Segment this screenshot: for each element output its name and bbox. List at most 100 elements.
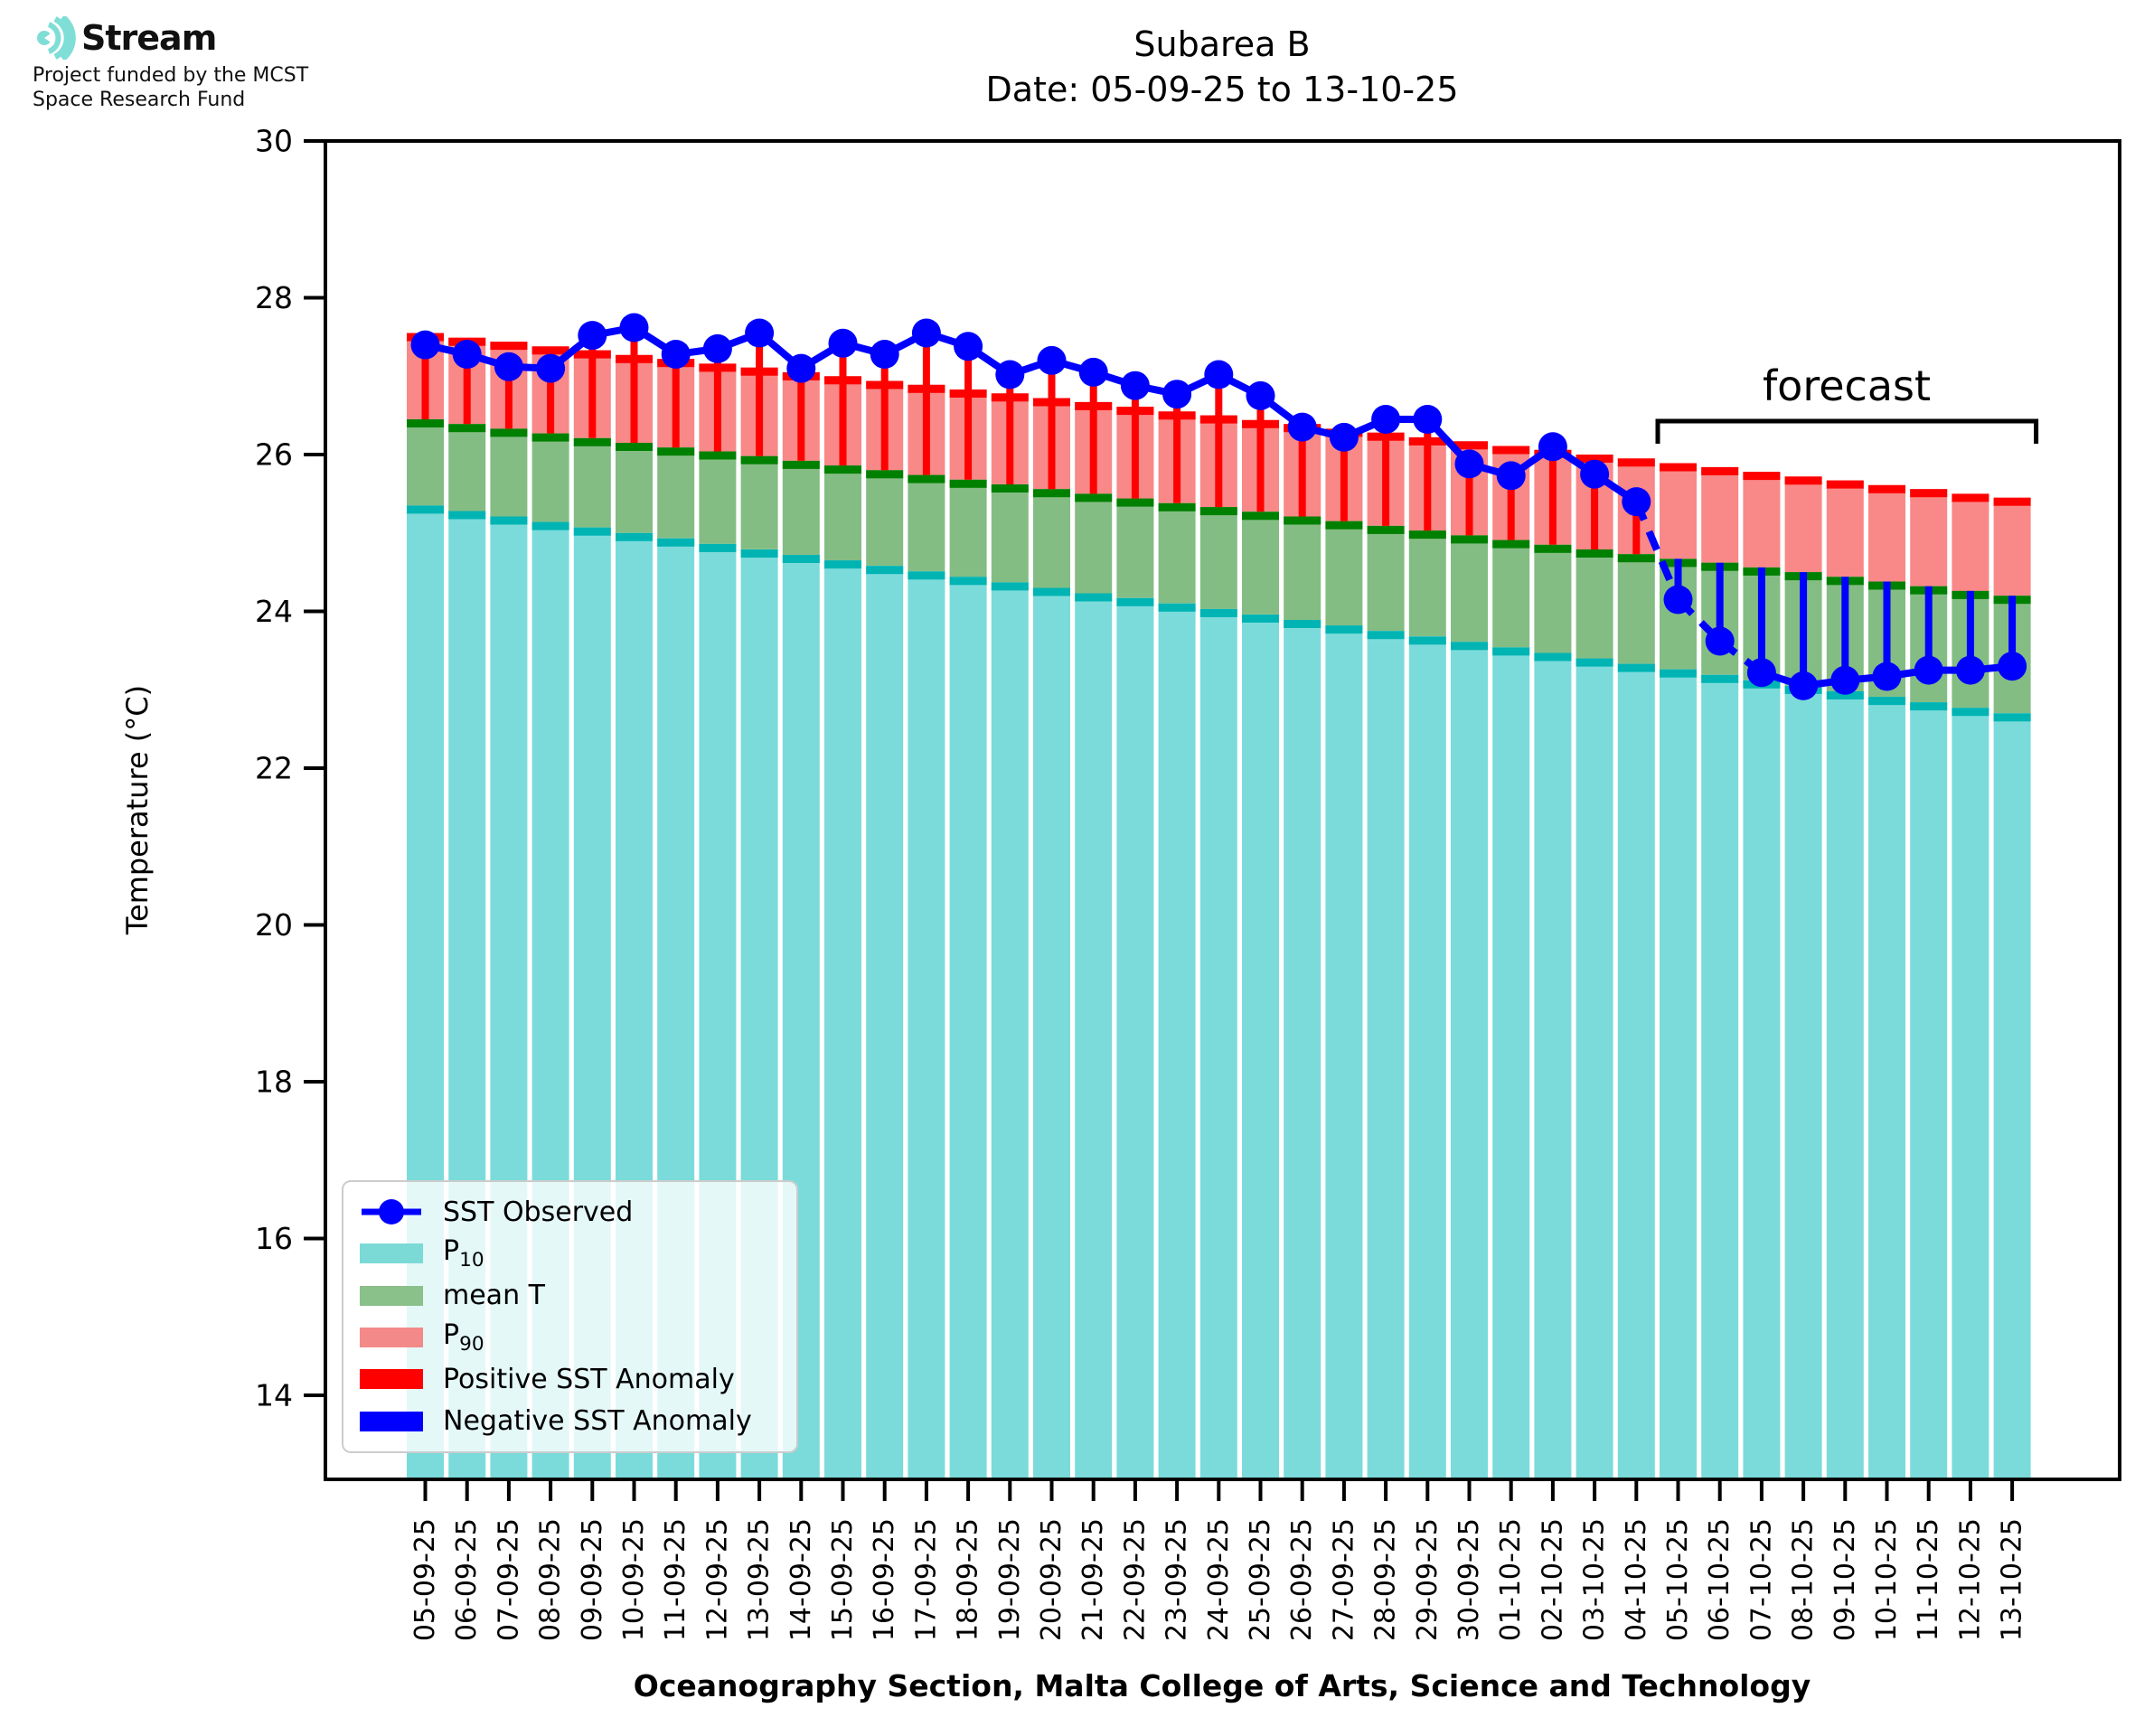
mean-cap [1284, 516, 1322, 525]
x-tick-label: 11-10-25 [1913, 1518, 1944, 1641]
p10-cap [1158, 603, 1196, 612]
p10-bar [1576, 658, 1613, 1479]
p10-cap [1701, 674, 1739, 683]
sst-observed-dot [494, 352, 523, 381]
p10-bar [1660, 669, 1697, 1479]
p90-cap [1826, 480, 1864, 489]
p90-cap [1617, 458, 1655, 467]
sst-observed-dot [661, 340, 691, 369]
x-tick-label: 04-10-25 [1621, 1518, 1652, 1641]
p10-bar [1826, 691, 1864, 1479]
p10-bar [1075, 593, 1113, 1479]
p10-cap [1868, 697, 1905, 706]
mean-bar [699, 451, 737, 544]
p10-bar [1952, 708, 1989, 1479]
y-tick-label: 28 [255, 280, 293, 315]
x-tick-label: 13-09-25 [744, 1518, 776, 1641]
sst-observed-dot [745, 318, 775, 348]
mean-bar [1199, 507, 1237, 609]
x-tick-label: 24-09-25 [1203, 1518, 1235, 1641]
legend-rect-swatch [360, 1285, 423, 1306]
p10-cap [1325, 625, 1363, 634]
sst-observed-dot [536, 353, 566, 383]
mean-cap [740, 455, 778, 464]
p90-cap [1660, 463, 1697, 472]
p10-bar [1492, 647, 1530, 1479]
x-tick-label: 29-09-25 [1412, 1518, 1444, 1641]
mean-cap [1576, 549, 1613, 558]
mean-bar [657, 447, 695, 539]
p10-cap [1492, 647, 1530, 656]
p10-cap [1952, 708, 1989, 717]
mean-cap [1451, 535, 1488, 544]
x-tick-label: 14-09-25 [785, 1518, 817, 1641]
legend-label: P90 [443, 1319, 484, 1356]
x-tick-label: 05-09-25 [409, 1518, 441, 1641]
mean-cap [782, 460, 820, 469]
mean-cap [1617, 554, 1655, 563]
legend-label: mean T [443, 1280, 545, 1312]
sst-observed-dot [1789, 671, 1819, 700]
p90-cap [1701, 466, 1739, 475]
mean-cap [407, 419, 444, 427]
mean-cap [824, 465, 861, 474]
p10-cap [1408, 636, 1446, 645]
mean-bar [1408, 530, 1446, 637]
x-tick-label: 02-10-25 [1537, 1518, 1568, 1641]
p10-bar [1284, 620, 1322, 1479]
x-tick-label: 20-09-25 [1036, 1518, 1068, 1641]
p10-bar [991, 582, 1029, 1479]
mean-cap [1199, 507, 1237, 516]
legend-item: SST Observed [360, 1192, 780, 1232]
mean-cap [1325, 521, 1363, 530]
sst-observed-dot [1078, 357, 1108, 387]
p10-cap [1617, 663, 1655, 672]
x-tick-label: 08-09-25 [535, 1518, 567, 1641]
forecast-annotation: forecast [1762, 361, 1932, 410]
stream-logo: Stream Project funded by the MCST Space … [33, 16, 308, 112]
logo-notch [44, 31, 54, 45]
sst-observed-dot [1329, 422, 1359, 452]
x-tick-label: 08-10-25 [1788, 1518, 1820, 1641]
p10-bar [1617, 663, 1655, 1479]
mean-cap [908, 474, 945, 483]
p90-bar [1826, 480, 1864, 577]
p10-cap [1660, 669, 1697, 678]
p10-cap [531, 521, 569, 530]
mean-bar [1033, 489, 1070, 588]
mean-cap [616, 443, 653, 451]
p10-bar [1367, 631, 1405, 1479]
p10-cap [908, 571, 945, 580]
y-tick-label: 26 [255, 437, 293, 473]
legend-label: Positive SST Anomaly [443, 1363, 735, 1395]
legend-swatch [360, 1328, 423, 1348]
legend-item: P90 [360, 1318, 780, 1357]
p10-cap [616, 532, 653, 541]
mean-cap [1492, 540, 1530, 549]
sst-observed-dot [1496, 461, 1526, 491]
p10-bar [1033, 587, 1070, 1479]
legend-swatch [360, 1369, 423, 1390]
mean-cap [1116, 498, 1154, 507]
sst-observed-dot [1037, 345, 1067, 375]
sst-observed-dot [1872, 662, 1902, 691]
sst-observed-dot [1705, 626, 1735, 656]
x-tick-label: 07-10-25 [1745, 1518, 1777, 1641]
sst-observed-dot [1371, 405, 1401, 434]
p10-cap [866, 566, 904, 575]
sst-observed-dot [1580, 459, 1610, 489]
x-tick-label: 07-09-25 [493, 1518, 524, 1641]
p90-bar [1910, 489, 1948, 586]
y-tick-label: 20 [255, 907, 293, 943]
sst-observed-dot [870, 340, 899, 369]
p90-bar [1743, 472, 1781, 568]
p10-bar [1743, 680, 1781, 1479]
sst-observed-dot [1998, 652, 2027, 681]
p10-bar [1158, 603, 1196, 1479]
sst-observed-dot [786, 353, 816, 383]
forecast-bracket [1655, 418, 2039, 444]
sst-observed-dot [828, 328, 858, 358]
x-tick-label: 06-10-25 [1704, 1518, 1735, 1641]
p10-cap [1826, 691, 1864, 699]
legend-label: SST Observed [443, 1196, 634, 1228]
